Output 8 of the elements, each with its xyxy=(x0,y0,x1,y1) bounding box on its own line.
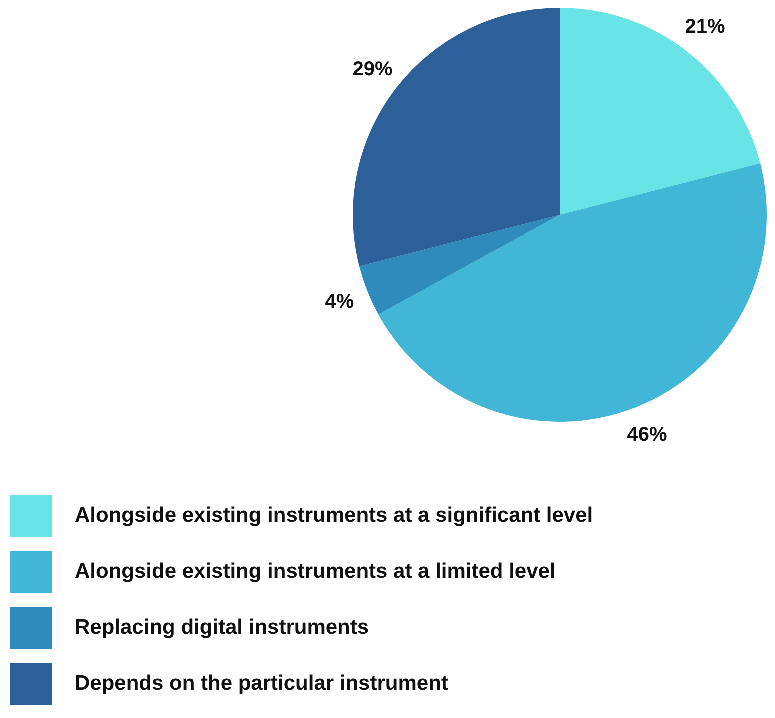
data-label: 29% xyxy=(352,58,393,80)
data-label: 46% xyxy=(627,424,668,446)
legend-label: Alongside existing instruments at a significant level xyxy=(75,504,594,528)
data-label: 4% xyxy=(325,290,354,313)
legend-label: Replacing digital instruments xyxy=(75,616,370,640)
legend-label: Alongside existing instruments at a limited level xyxy=(75,560,556,584)
data-label: 21% xyxy=(685,16,726,38)
legend-label: Depends on the particular instrument xyxy=(75,672,448,696)
